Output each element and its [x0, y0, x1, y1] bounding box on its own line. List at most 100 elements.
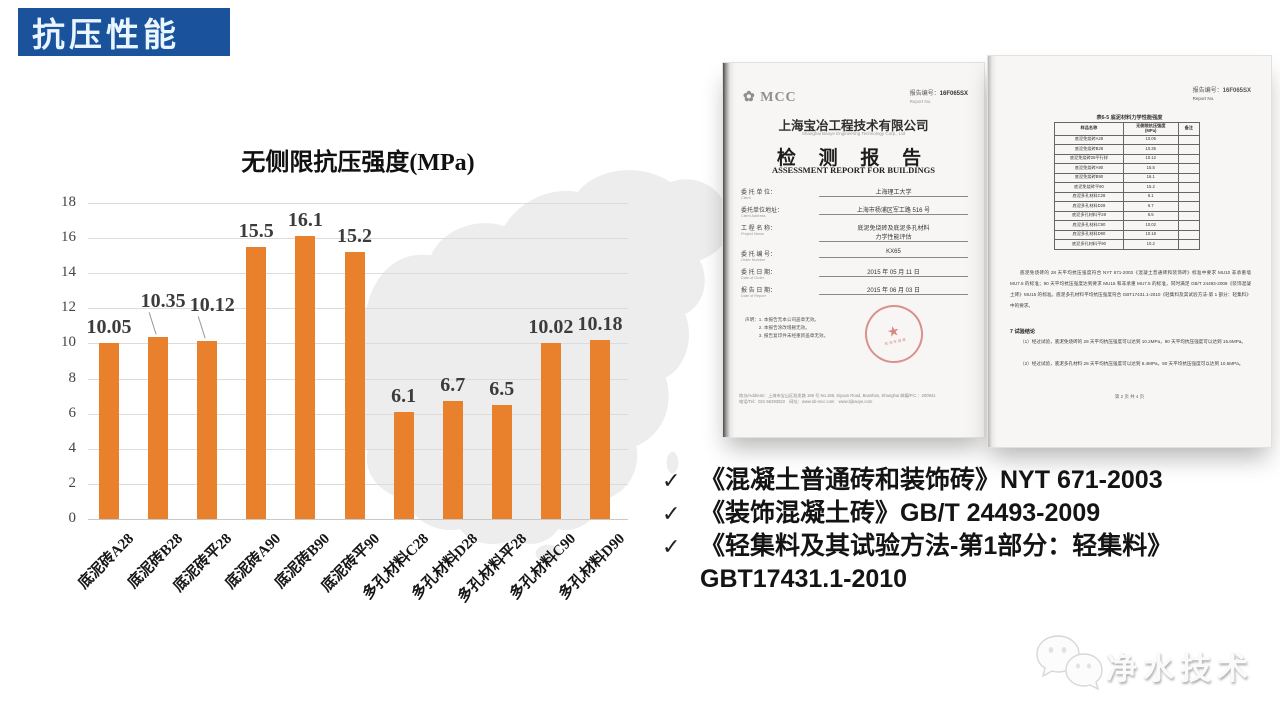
- report-page-results: 报告编号：16F065SX Report No. 表6-5 底泥材料力学性能强度 样品…: [987, 55, 1272, 448]
- table-cell: 底泥免烧砖B28: [1054, 144, 1124, 155]
- table-cell: 底泥免烧砖A90: [1054, 163, 1124, 174]
- report-number-en: Report No.: [909, 99, 932, 104]
- conclusion-1: （1）经过试验，底泥免烧砖的 28 天平均抗压强度可以达到 10.2MPa，90…: [1020, 339, 1246, 344]
- bar-value-label: 10.35: [140, 290, 186, 313]
- table-cell: [1177, 201, 1201, 212]
- table-row: 底泥免烧砖平90 15.2: [1054, 182, 1201, 193]
- table-cell: 底泥免烧砖平90: [1054, 182, 1124, 193]
- table-cell: 底泥多孔材料D90: [1054, 229, 1124, 241]
- bar-value-label: 10.12: [189, 294, 235, 317]
- table-cell: [1177, 229, 1201, 241]
- brand-watermark: 净水技术: [1032, 632, 1254, 698]
- table-cell: [1177, 182, 1201, 193]
- report-title-cn: 检 测 报 告: [776, 148, 931, 169]
- standard-item: ✓ 《装饰混凝土砖》GB/T 24493-2009: [656, 497, 1256, 530]
- table-cell: [1177, 144, 1201, 155]
- table-cell: 10.05: [1122, 134, 1179, 146]
- form-label: 工 程 名 称： Project Name: [741, 223, 813, 236]
- chart-y-axis: 0 2 4 6 8 10 12 14 16 18: [34, 194, 82, 526]
- form-label: 委托单位地址： Client Address: [741, 205, 813, 218]
- table-row: 底泥免烧砖B90 16.1: [1054, 172, 1201, 184]
- table-row: 底泥多孔材料平90 10.2: [1054, 239, 1201, 250]
- report-footer: 地址/Address：上海市宝山区淞发路 198 号 No.198, Siyua…: [739, 393, 970, 405]
- mcc-logo: ✿ MCC: [743, 90, 797, 105]
- table-cell: 6.7: [1122, 201, 1179, 212]
- report-title-en: ASSESSMENT REPORT FOR BUILDINGS: [771, 165, 936, 175]
- bar: [197, 341, 218, 519]
- table-row: 底泥免烧砖B28 10.35: [1054, 144, 1201, 155]
- y-tick-label: 8: [68, 369, 77, 386]
- table-row: 底泥免烧砖A90 15.5: [1054, 163, 1201, 174]
- form-value: 2015 年 06 月 03 日: [819, 285, 968, 295]
- table-cell: 15.2: [1122, 182, 1179, 193]
- bar-value-label: 10.02: [528, 316, 574, 339]
- standard-text: 《混凝土普通砖和装饰砖》NYT 671-2003: [700, 466, 1163, 494]
- table-cell: 底泥免烧砖B90: [1054, 172, 1124, 184]
- form-label: 委 托 单 位： Client: [741, 187, 813, 200]
- table-cell: 10.18: [1122, 229, 1179, 241]
- standard-item: ✓ 《混凝土普通砖和装饰砖》NYT 671-2003: [656, 464, 1256, 497]
- table-cell: 10.2: [1122, 239, 1179, 250]
- table-cell: [1177, 134, 1201, 146]
- form-label-en: Date of Order: [741, 276, 765, 280]
- slide-title-banner: 抗压性能: [18, 8, 230, 56]
- table-cell: [1177, 220, 1201, 231]
- form-value: KX65: [819, 249, 968, 258]
- note-line: 声明：1. 本报告无本公司盖章无效。: [745, 317, 820, 322]
- check-icon: ✓: [662, 534, 681, 559]
- table-row: 底泥免烧砖28平行样 10.12: [1054, 153, 1201, 165]
- y-tick-label: 10: [61, 334, 76, 351]
- bar-value-label: 6.1: [391, 384, 417, 407]
- table-cell: [1177, 210, 1201, 222]
- table-row: 底泥免烧砖A28 10.05: [1054, 134, 1201, 146]
- bar: [590, 340, 610, 519]
- form-label-en: Client: [741, 196, 751, 200]
- table-cell: 底泥多孔材料D28: [1054, 201, 1124, 212]
- bar: [491, 404, 512, 519]
- table-row: 底泥多孔材料D90 10.18: [1054, 229, 1201, 241]
- table-cell: 底泥多孔材料C28: [1054, 191, 1124, 203]
- table-cell: 10.35: [1122, 144, 1179, 155]
- report-no-value: 16F065SX: [1222, 88, 1251, 94]
- form-label-en: Order Number: [741, 258, 766, 262]
- standard-text: 《轻集料及其试验方法-第1部分：轻集料》GBT17431.1-2010: [700, 532, 1173, 593]
- slide-title: 抗压性能: [32, 16, 180, 53]
- bar-value-label: 10.05: [86, 315, 132, 338]
- footer-line: 地址/Address：上海市宝山区淞发路 198 号 No.198, Siyua…: [739, 393, 936, 398]
- bar: [295, 236, 316, 519]
- report-page-cover: ✿ MCC 报告编号：16F065SX Report No. 上海宝冶工程技术有限公司…: [722, 62, 985, 438]
- table-cell: 底泥免烧砖28平行样: [1054, 153, 1124, 165]
- analysis-paragraph: 底泥免烧砖的 28 天平均抗压强度符合 NYT 671-2003《混凝土普通砖和…: [1010, 270, 1251, 308]
- bar-value-label: 16.1: [287, 209, 323, 232]
- report-number-line: 报告编号：16F065SX: [909, 91, 968, 97]
- table-header-row: 样品名称 无侧限抗压强度 (MPa) 备注: [1054, 122, 1201, 136]
- bar: [393, 411, 414, 519]
- report-number-en: Report No.: [1192, 96, 1215, 101]
- standard-text: 《装饰混凝土砖》GB/T 24493-2009: [700, 499, 1101, 527]
- y-tick-label: 6: [68, 404, 77, 421]
- check-icon: ✓: [662, 468, 681, 493]
- table-cell: 底泥多孔材料C90: [1054, 220, 1124, 231]
- bar-value-label: 10.18: [577, 313, 623, 336]
- bar-chart-plot-area: 10.05 底泥砖A28 10.35 底泥砖B28 10.12 底泥砖平28 15.5 底泥砖…: [76, 203, 628, 606]
- table-cell: [1177, 163, 1201, 174]
- column-header: 样品名称: [1054, 122, 1124, 136]
- chat-bubbles-logo-icon: [1036, 635, 1103, 691]
- note-line: 3. 报告复印件未经重新盖章无效。: [745, 333, 829, 338]
- table-row: 底泥多孔材料平28 6.5: [1054, 210, 1201, 222]
- data-label-leader-lines: [148, 312, 206, 339]
- form-value: 上海理工大学: [819, 187, 968, 197]
- y-tick-label: 14: [61, 264, 76, 281]
- table-cell: 10.02: [1122, 220, 1179, 231]
- y-tick-label: 18: [61, 194, 76, 210]
- bar-value-label: 6.5: [489, 377, 515, 400]
- bar-value-label: 15.2: [337, 225, 372, 248]
- bar: [99, 342, 119, 519]
- form-value: 底泥免烧砖及底泥多孔材料 力学性能评估: [819, 223, 968, 242]
- standard-item: ✓ 《轻集料及其试验方法-第1部分：轻集料》GBT17431.1-2010: [656, 530, 1256, 596]
- form-label: 委 托 编 号： Order Number: [741, 249, 813, 262]
- table-cell: 16.1: [1122, 172, 1179, 184]
- table-cell: [1177, 239, 1201, 250]
- y-tick-label: 2: [68, 474, 77, 491]
